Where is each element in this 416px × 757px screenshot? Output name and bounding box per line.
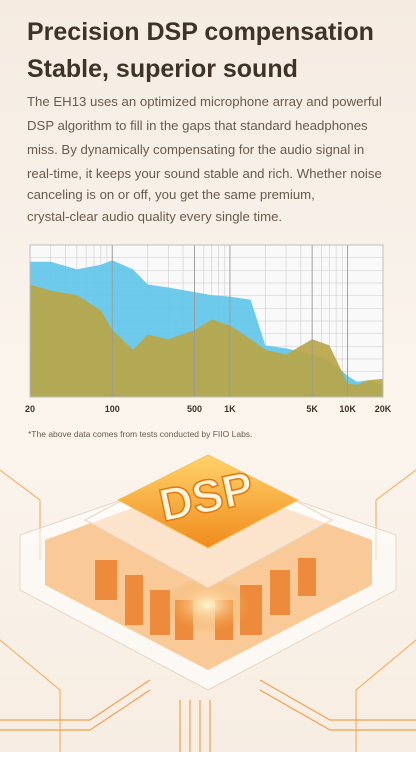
paragraph-line: crystal-clear audio quality every single…: [27, 209, 282, 224]
paragraph-line: miss. By dynamically compensating for th…: [27, 142, 364, 157]
x-tick-label: 100: [105, 404, 120, 414]
paragraph-line: real-time, it keeps your sound stable an…: [27, 166, 382, 181]
plot-frame: [29, 244, 384, 398]
x-tick-label: 1K: [224, 404, 236, 414]
chart: 20 100 500 1K 5K 10K 20K: [25, 244, 392, 414]
title: Precision DSP compensation: [27, 18, 374, 46]
paragraph-line: DSP algorithm to fill in the gaps that s…: [27, 118, 368, 133]
chip-illustration: DSP: [19, 454, 397, 691]
illustration: [0, 469, 416, 752]
x-tick-label: 10K: [339, 404, 356, 414]
title: Stable, superior sound: [27, 55, 298, 83]
x-tick-label: 500: [187, 404, 202, 414]
x-tick-label: 20: [25, 404, 35, 414]
footnote: *The above data comes from tests conduct…: [28, 429, 252, 439]
x-tick-label: 20K: [375, 404, 392, 414]
x-tick-label: 5K: [306, 404, 318, 414]
paragraph-line: The EH13 uses an optimized microphone ar…: [27, 94, 382, 109]
paragraph-line: canceling is on or off, you get the same…: [27, 187, 315, 202]
area: [30, 284, 383, 397]
